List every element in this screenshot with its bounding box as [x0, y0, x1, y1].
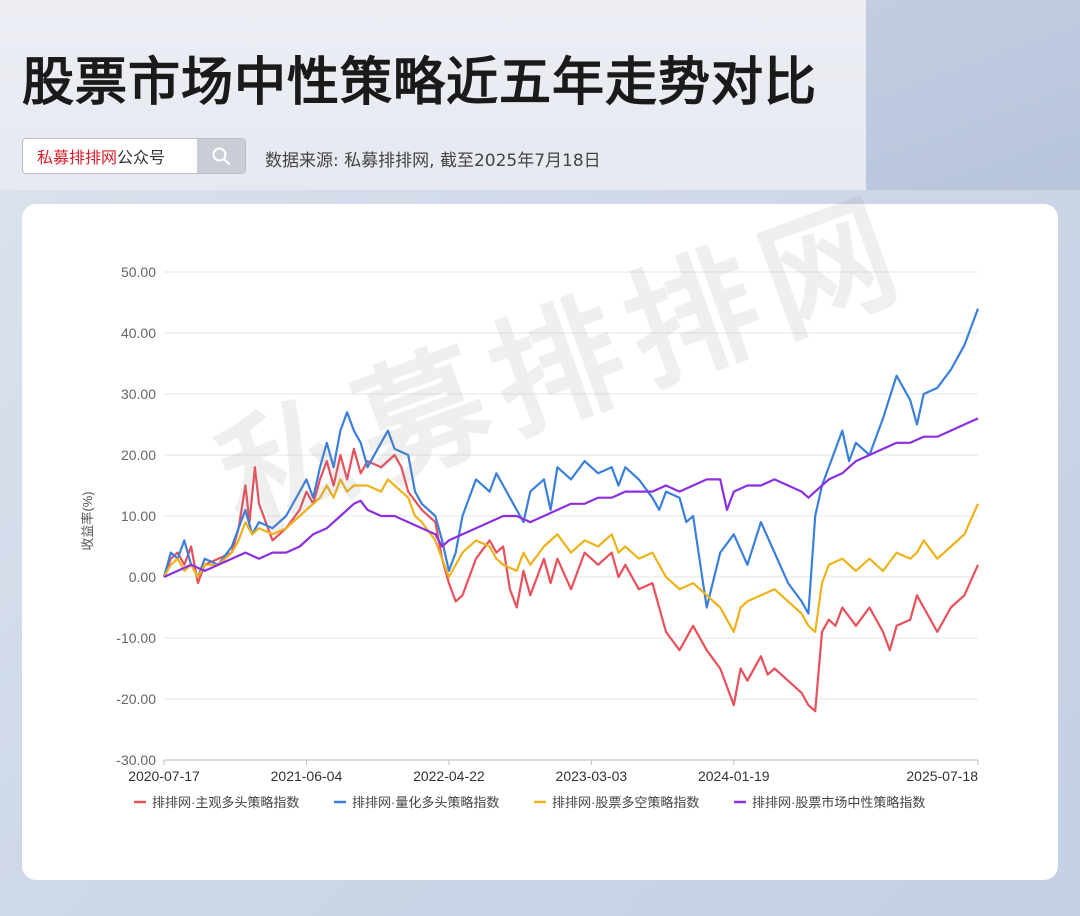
y-tick-label: 50.00 — [121, 264, 156, 280]
x-tick-label: 2022-04-22 — [413, 768, 485, 784]
legend-label: 排排网·股票市场中性策略指数 — [752, 795, 925, 810]
y-tick-label: 40.00 — [121, 325, 156, 341]
search-suffix: 公众号 — [117, 148, 166, 167]
axis-layer: 50.00 40.00 30.00 20.00 10.00 0.00 -10.00 -20.0… — [80, 264, 979, 784]
y-tick-label: 0.00 — [129, 569, 156, 585]
line-chart: 50.00 40.00 30.00 20.00 10.00 0.00 -10.00 -20.0… — [80, 264, 980, 810]
y-tick-label: -10.00 — [116, 630, 156, 646]
y-tick-label: 10.00 — [121, 508, 156, 524]
search-label: 私募排排网 公众号 — [23, 139, 197, 173]
header-panel: 股票市场中性策略近五年走势对比 私募排排网 公众号 数据来源: 私募排排网, 截至… — [0, 0, 866, 190]
series-line — [163, 478, 980, 633]
x-tick-label: 2024-01-19 — [698, 768, 770, 784]
source-note: 数据来源: 私募排排网, 截至2025年7月18日 — [265, 151, 601, 171]
search-box[interactable]: 私募排排网 公众号 — [22, 138, 246, 174]
series-line — [162, 447, 980, 713]
series-line — [163, 417, 979, 579]
legend-layer: 排排网·主观多头策略指数 排排网·量化多头策略指数 排排网·股票多空策略指数 排排网·… — [134, 795, 925, 810]
series-layer — [162, 308, 980, 713]
chart-card: 50.00 40.00 30.00 20.00 10.00 0.00 -10.00 -20.0… — [22, 204, 1058, 880]
y-axis-label: 收益率(%) — [80, 491, 95, 550]
x-tick-label: 2020-07-17 — [128, 768, 200, 784]
search-icon — [212, 147, 230, 165]
y-tick-label: -30.00 — [116, 752, 156, 768]
legend-label: 排排网·量化多头策略指数 — [352, 795, 499, 810]
background-panel — [866, 0, 1080, 190]
search-button[interactable] — [197, 139, 245, 173]
page-title: 股票市场中性策略近五年走势对比 — [22, 53, 818, 113]
y-tick-label: -20.00 — [116, 691, 156, 707]
search-brand: 私募排排网 — [37, 148, 118, 167]
x-tick-label: 2021-06-04 — [271, 768, 343, 784]
legend-label: 排排网·股票多空策略指数 — [552, 795, 699, 810]
x-tick-label: 2023-03-03 — [556, 768, 628, 784]
legend-label: 排排网·主观多头策略指数 — [152, 795, 299, 810]
y-tick-label: 20.00 — [121, 447, 156, 463]
y-tick-label: 30.00 — [121, 386, 156, 402]
x-tick-label: 2025-07-18 — [906, 768, 978, 784]
